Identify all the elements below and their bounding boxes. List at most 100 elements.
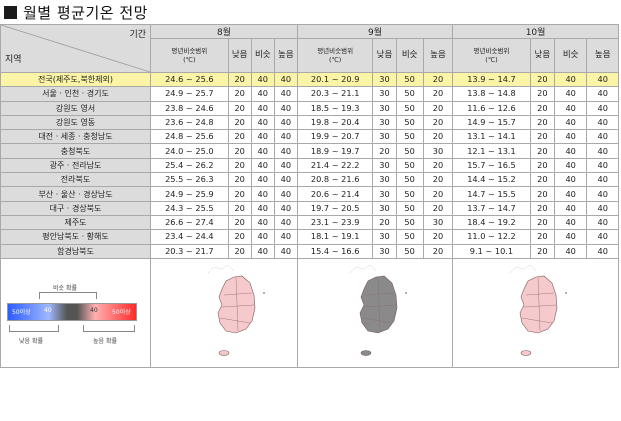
low-cell: 20 (529, 71, 555, 88)
month-header-row: 기간 지역 8월 9월 10월 (0, 24, 619, 73)
legend-low-bracket (9, 324, 59, 332)
high-cell: 40 (273, 129, 298, 145)
range-cell: 24.3 ~ 25.5 (150, 200, 229, 216)
range-cell: 14.7 ~ 15.5 (452, 186, 531, 202)
high-cell: 40 (586, 129, 619, 145)
low-cell: 20 (227, 157, 252, 174)
table-row: 강원도 영동 23.6 ~ 24.8 20 40 40 19.8 ~ 20.4 30 50 20… (0, 114, 619, 131)
high-cell: 20 (422, 172, 454, 188)
similar-cell: 40 (250, 143, 275, 159)
legend-high-bracket (83, 324, 135, 332)
range-cell: 14.4 ~ 15.2 (452, 172, 531, 188)
range-cell: 20.1 ~ 20.9 (296, 71, 374, 88)
region-cell: 광주 · 전라남도 (0, 157, 152, 174)
high-cell: 40 (273, 243, 298, 259)
low-cell: 30 (372, 114, 397, 131)
region-cell: 대구 · 경상북도 (0, 200, 152, 216)
high-cell: 20 (422, 86, 454, 102)
range-cell: 12.1 ~ 13.1 (452, 143, 531, 159)
table-row: 대전 · 세종 · 충청남도 24.8 ~ 25.6 20 40 40 19.9 ~ 20… (0, 129, 619, 145)
high-cell: 40 (586, 100, 619, 116)
table-row: 서울 · 인천 · 경기도 24.9 ~ 25.7 20 40 40 20.3 ~ 21.… (0, 86, 619, 102)
similar-cell: 40 (250, 157, 275, 174)
similar-cell: 50 (395, 86, 424, 102)
corner-header: 기간 지역 (0, 24, 152, 73)
similar-cell: 50 (395, 114, 424, 131)
similar-cell: 40 (553, 86, 588, 102)
month-header-10: 10월 (452, 24, 619, 39)
range-cell: 18.1 ~ 19.1 (296, 229, 374, 245)
low-cell: 20 (372, 214, 397, 231)
table-row: 부산 · 울산 · 경상남도 24.9 ~ 25.9 20 40 40 20.6 ~ 21… (0, 186, 619, 202)
high-cell: 40 (586, 243, 619, 259)
range-cell: 20.6 ~ 21.4 (296, 186, 374, 202)
table-row: 제주도 26.6 ~ 27.4 20 40 40 23.1 ~ 23.9 20 50 30 18.… (0, 214, 619, 231)
similar-cell: 40 (250, 100, 275, 116)
title-text: 월별 평균기온 전망 (23, 3, 148, 22)
range-cell: 21.4 ~ 22.2 (296, 157, 374, 174)
similar-cell: 40 (553, 157, 588, 174)
low-cell: 30 (372, 229, 397, 245)
similar-cell: 50 (395, 186, 424, 202)
high-cell: 40 (273, 186, 298, 202)
low-cell: 30 (372, 157, 397, 174)
low-cell: 20 (227, 243, 252, 259)
similar-cell: 50 (395, 214, 424, 231)
high-cell: 20 (422, 114, 454, 131)
range-cell: 25.5 ~ 26.3 (150, 172, 229, 188)
range-cell: 13.8 ~ 14.8 (452, 86, 531, 102)
high-cell: 40 (273, 143, 298, 159)
similar-cell: 40 (553, 114, 588, 131)
low-header: 낮음 (529, 38, 555, 73)
region-label: 지역 (5, 55, 22, 65)
low-header: 낮음 (227, 38, 252, 73)
sub-header-row: 평년비슷범위 (℃) 낮음 비슷 높음 평년비슷범위 (℃) 낮음 비슷 높음 평년… (1, 38, 619, 73)
low-cell: 20 (529, 86, 555, 102)
similar-cell: 40 (250, 243, 275, 259)
region-cell: 강원도 영서 (0, 100, 152, 116)
similar-cell: 40 (553, 172, 588, 188)
high-cell: 40 (586, 186, 619, 202)
range-cell: 13.1 ~ 14.1 (452, 129, 531, 145)
region-cell: 함경남북도 (0, 243, 152, 259)
high-cell: 20 (422, 243, 454, 259)
legend-similar-bracket (39, 291, 97, 299)
low-cell: 20 (529, 114, 555, 131)
low-cell: 20 (227, 229, 252, 245)
similar-cell: 50 (395, 129, 424, 145)
low-cell: 20 (227, 214, 252, 231)
high-cell: 40 (586, 86, 619, 102)
similar-cell: 40 (553, 186, 588, 202)
region-cell: 평안남북도 · 황해도 (0, 229, 152, 245)
range-cell: 24.6 ~ 25.6 (150, 71, 229, 88)
high-cell: 20 (422, 100, 454, 116)
similar-cell: 50 (395, 243, 424, 259)
similar-cell: 40 (553, 129, 588, 145)
high-cell: 20 (422, 200, 454, 216)
high-cell: 40 (273, 172, 298, 188)
similar-cell: 40 (250, 200, 275, 216)
range-header: 평년비슷범위 (℃) (296, 38, 374, 73)
range-cell: 19.7 ~ 20.5 (296, 200, 374, 216)
table-row: 충청북도 24.0 ~ 25.0 20 40 40 18.9 ~ 19.7 20 50 30 12… (0, 143, 619, 159)
low-cell: 30 (372, 129, 397, 145)
low-cell: 20 (529, 200, 555, 216)
similar-cell: 40 (553, 100, 588, 116)
high-cell: 40 (273, 229, 298, 245)
high-header: 높음 (586, 38, 619, 73)
low-cell: 20 (529, 186, 555, 202)
range-cell: 19.9 ~ 20.7 (296, 129, 374, 145)
range-cell: 24.9 ~ 25.9 (150, 186, 229, 202)
range-cell: 24.9 ~ 25.7 (150, 86, 229, 102)
high-cell: 20 (422, 157, 454, 174)
legend-bar-mid-right: 40 (90, 306, 98, 314)
legend-bar-right: 50이상 (112, 308, 131, 316)
range-cell: 19.8 ~ 20.4 (296, 114, 374, 131)
low-cell: 20 (529, 129, 555, 145)
high-cell: 40 (273, 86, 298, 102)
table-row: 광주 · 전라남도 25.4 ~ 26.2 20 40 40 21.4 ~ 22.2 30 5… (0, 157, 619, 174)
period-label: 기간 (129, 30, 147, 40)
high-cell: 40 (586, 214, 619, 231)
similar-cell: 50 (395, 157, 424, 174)
high-cell: 20 (422, 71, 454, 88)
